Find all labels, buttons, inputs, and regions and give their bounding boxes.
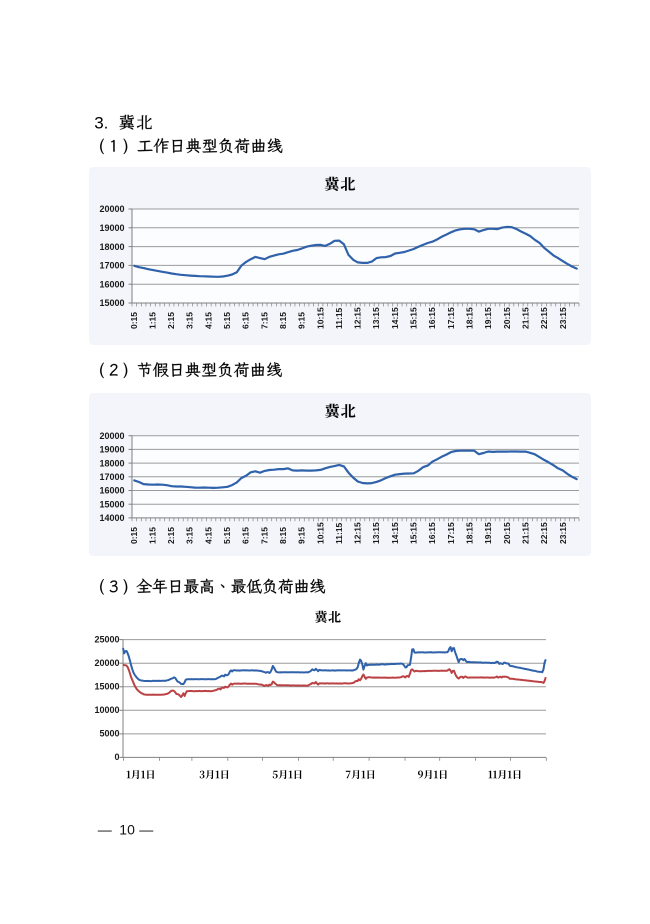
svg-text:10:15: 10:15: [315, 307, 325, 329]
svg-text:10000: 10000: [94, 705, 119, 715]
svg-text:14000: 14000: [99, 513, 124, 523]
svg-text:11:15: 11:15: [334, 307, 344, 329]
svg-text:19000: 19000: [99, 223, 124, 233]
svg-text:19:15: 19:15: [483, 307, 493, 329]
svg-text:3.: 3.: [94, 113, 108, 132]
svg-text:7:15: 7:15: [259, 312, 269, 329]
svg-text:23:15: 23:15: [558, 307, 568, 329]
svg-text:2:15: 2:15: [166, 312, 176, 329]
svg-text:14:15: 14:15: [390, 307, 400, 329]
svg-text:17:15: 17:15: [446, 522, 456, 544]
svg-text:9:15: 9:15: [297, 312, 307, 329]
svg-text:3:15: 3:15: [185, 527, 195, 544]
svg-text:16000: 16000: [99, 486, 124, 496]
svg-text:21:15: 21:15: [521, 307, 531, 329]
svg-text:20000: 20000: [99, 431, 124, 441]
svg-text:5:15: 5:15: [222, 312, 232, 329]
svg-text:1:15: 1:15: [147, 312, 157, 329]
svg-text:5:15: 5:15: [222, 527, 232, 544]
svg-text:6:15: 6:15: [241, 527, 251, 544]
svg-text:18000: 18000: [99, 242, 124, 252]
svg-text:17000: 17000: [99, 472, 124, 482]
svg-text:8:15: 8:15: [278, 312, 288, 329]
svg-text:15000: 15000: [99, 499, 124, 509]
svg-text:7:15: 7:15: [259, 527, 269, 544]
svg-text:16:15: 16:15: [427, 307, 437, 329]
svg-text:12:15: 12:15: [353, 307, 363, 329]
svg-text:15000: 15000: [99, 298, 124, 308]
svg-text:21:15: 21:15: [521, 522, 531, 544]
svg-text:18:15: 18:15: [465, 522, 475, 544]
svg-text:6:15: 6:15: [241, 312, 251, 329]
svg-text:20000: 20000: [94, 658, 119, 668]
svg-text:20:15: 20:15: [502, 522, 512, 544]
svg-text:11:15: 11:15: [334, 522, 344, 544]
svg-text:—10—: —10—: [98, 821, 153, 837]
svg-text:18:15: 18:15: [465, 307, 475, 329]
svg-text:14:15: 14:15: [390, 522, 400, 544]
svg-text:16:15: 16:15: [427, 522, 437, 544]
svg-text:17000: 17000: [99, 261, 124, 271]
svg-text:8:15: 8:15: [278, 527, 288, 544]
svg-text:3:15: 3:15: [185, 312, 195, 329]
svg-text:22:15: 22:15: [539, 522, 549, 544]
svg-text:17:15: 17:15: [446, 307, 456, 329]
svg-text:12:15: 12:15: [353, 522, 363, 544]
svg-text:2:15: 2:15: [166, 527, 176, 544]
svg-text:16000: 16000: [99, 279, 124, 289]
svg-text:15000: 15000: [94, 682, 119, 692]
svg-text:0: 0: [114, 752, 119, 762]
svg-text:4:15: 4:15: [203, 527, 213, 544]
svg-text:18000: 18000: [99, 458, 124, 468]
svg-text:23:15: 23:15: [558, 522, 568, 544]
svg-text:13:15: 13:15: [371, 522, 381, 544]
svg-text:1:15: 1:15: [147, 527, 157, 544]
svg-text:20000: 20000: [99, 204, 124, 214]
svg-text:5000: 5000: [99, 729, 119, 739]
svg-text:19:15: 19:15: [483, 522, 493, 544]
svg-text:0:15: 0:15: [129, 527, 139, 544]
svg-text:0:15: 0:15: [129, 312, 139, 329]
svg-text:9:15: 9:15: [297, 527, 307, 544]
svg-text:13:15: 13:15: [371, 307, 381, 329]
svg-text:22:15: 22:15: [539, 307, 549, 329]
svg-text:19000: 19000: [99, 445, 124, 455]
svg-text:10:15: 10:15: [315, 522, 325, 544]
svg-text:25000: 25000: [94, 634, 119, 644]
svg-text:20:15: 20:15: [502, 307, 512, 329]
svg-text:15:15: 15:15: [409, 307, 419, 329]
svg-text:15:15: 15:15: [409, 522, 419, 544]
svg-text:4:15: 4:15: [203, 312, 213, 329]
